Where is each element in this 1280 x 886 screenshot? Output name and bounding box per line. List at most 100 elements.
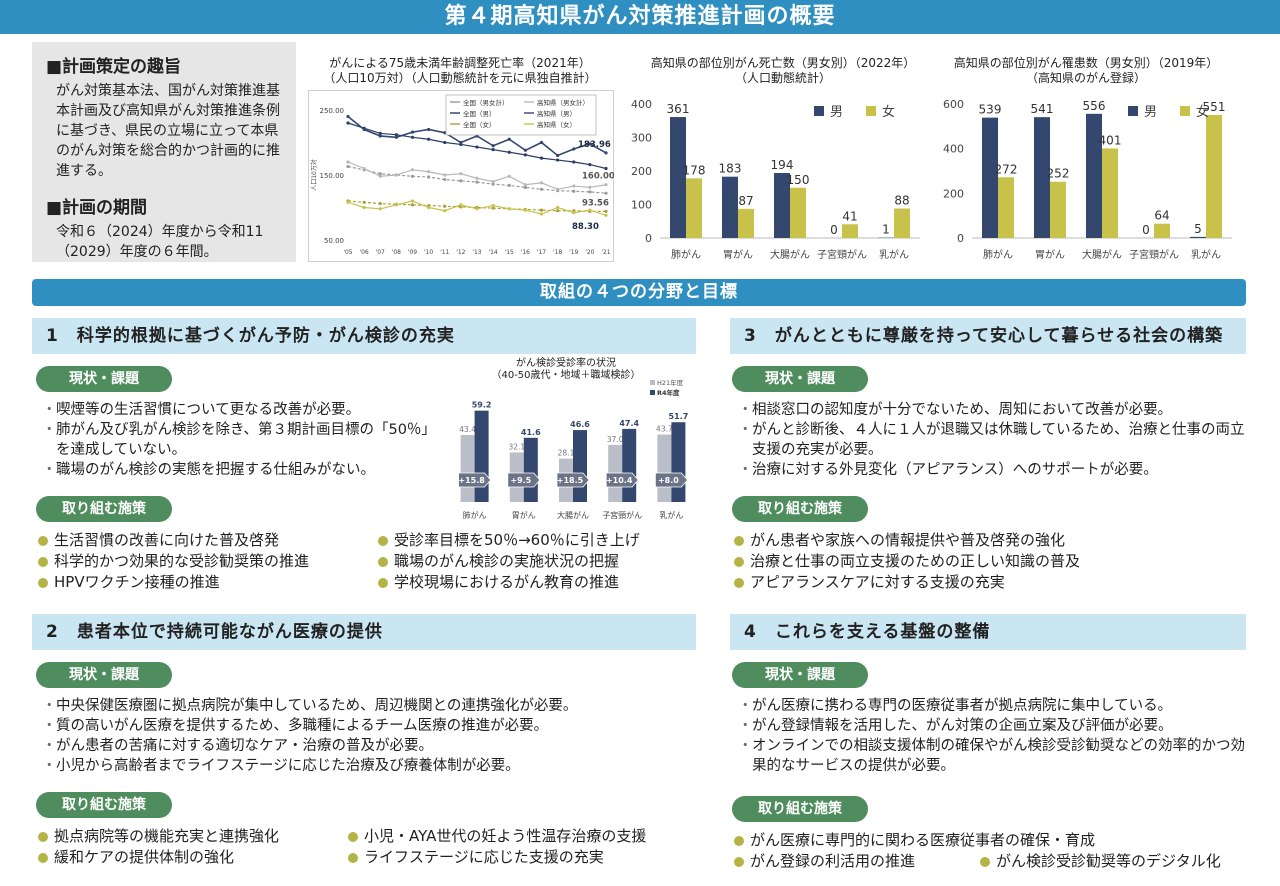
y-tick-label: 250.00 xyxy=(320,107,345,115)
data-point xyxy=(491,203,495,208)
legend-label: 男 xyxy=(1144,105,1157,120)
x-tick-label: '21 xyxy=(601,249,610,256)
legend-box xyxy=(445,94,597,136)
data-point xyxy=(346,200,350,204)
data-point xyxy=(507,174,511,178)
goals-banner: 取組の４つの分野と目標 xyxy=(32,279,1246,306)
x-tick-label: 胃がん xyxy=(723,248,753,261)
x-tick-label: '12 xyxy=(456,249,465,256)
difference-label: +18.5 xyxy=(557,476,584,485)
bar-value-label: 43.4 xyxy=(459,425,476,434)
issue-item: がんと診断後、４人に１人が退職又は休職しているため、治療と仕事の両立支援の充実が… xyxy=(738,420,1250,460)
issue-item: がん医療に携わる専門の医療従事者が拠点病院に集中している。 xyxy=(738,696,1252,716)
legend-swatch xyxy=(1180,106,1190,116)
bar-value-label: 194 xyxy=(771,158,794,172)
x-tick-label: '16 xyxy=(521,249,530,256)
difference-arrow xyxy=(655,472,688,488)
deaths-title-line2: （人口動態統計） xyxy=(734,71,831,85)
y-tick-label: 0 xyxy=(645,232,652,245)
x-tick-label: 乳がん xyxy=(879,248,909,261)
issue-item: 小児から高齢者までライフステージに応じた治療及び療養体制が必要。 xyxy=(42,756,704,776)
bar xyxy=(998,177,1014,238)
data-point xyxy=(394,133,398,137)
y-tick-label: 300 xyxy=(631,132,652,145)
section-2-status-label: 現状・課題 xyxy=(36,662,172,688)
section-1-issues: 喫煙等の生活習慣について更なる改善が必要。 肺がん及び乳がん検診を除き、第３期計… xyxy=(42,400,446,480)
measure-item: HPVワクチン接種の推進 xyxy=(36,572,376,593)
data-point xyxy=(588,163,592,167)
bar xyxy=(982,117,998,238)
difference-arrow xyxy=(605,472,639,488)
x-tick-label: 胃がん xyxy=(1035,248,1065,261)
deaths-title-line1: 高知県の部位別がん死亡数（男女別）（2022年） xyxy=(650,56,916,70)
measure-item: 拠点病院等の機能充実と連携強化 xyxy=(36,826,346,847)
x-tick-label: '07 xyxy=(376,249,385,256)
data-point xyxy=(604,209,608,213)
mortality-line-chart: 人口10万対 50.00 150.00 250.00 '05 '06 '07 '08 '09 '1… xyxy=(308,90,614,262)
bar-value-label: 272 xyxy=(995,162,1018,176)
data-point xyxy=(410,130,415,134)
data-point xyxy=(459,179,463,183)
deaths-chart-title: 高知県の部位別がん死亡数（男女別）（2022年） （人口動態統計） xyxy=(628,56,938,86)
section-1-status-label: 現状・課題 xyxy=(36,366,172,392)
screening-title-line2: （40-50歳代・地域＋職域検診） xyxy=(491,370,641,381)
bar xyxy=(686,178,702,238)
x-tick-label: 乳がん xyxy=(659,510,683,520)
data-point xyxy=(427,175,431,179)
data-point xyxy=(588,208,592,212)
legend-label: R4年度 xyxy=(657,388,680,397)
section-2-heading: 2 患者本位で持続可能ながん医療の提供 xyxy=(32,614,696,650)
section-2-measures-right: 小児・AYA世代の妊よう性温存治療の支援 ライフステージに応じた支援の充実 xyxy=(346,826,706,868)
x-tick-label: 子宮頸がん xyxy=(1129,248,1179,261)
section-2-issues: 中央保健医療圏に拠点病院が集中しているため、周辺機関との連携強化が必要。 質の高… xyxy=(42,696,704,776)
data-point xyxy=(523,148,527,152)
measure-item: 治療と仕事の両立支援のための正しい知識の普及 xyxy=(732,551,1252,572)
bar xyxy=(842,224,858,238)
data-point xyxy=(443,173,447,177)
bar-value-label: 551 xyxy=(1203,100,1226,114)
data-point xyxy=(539,208,544,212)
data-point xyxy=(572,189,576,193)
data-point xyxy=(588,190,592,194)
x-tick-label: '15 xyxy=(505,249,514,256)
bar-value-label: 64 xyxy=(1154,209,1169,223)
data-point xyxy=(346,164,350,169)
data-point xyxy=(491,148,495,152)
data-point xyxy=(378,172,382,176)
incidence-chart-title: 高知県の部位別がん罹患数（男女別）（2019年） （高知県のがん登録） xyxy=(936,56,1236,86)
series-end-label: 93.56 xyxy=(582,199,609,209)
data-point xyxy=(475,180,479,184)
bar xyxy=(573,430,587,502)
data-point xyxy=(443,177,447,182)
mortality-chart-title: がんによる75歳未満年齢調整死亡率（2021年） （人口10万対）（人口動態統計… xyxy=(310,56,610,86)
x-tick-label: 肺がん xyxy=(671,248,701,261)
data-point xyxy=(346,121,350,125)
x-tick-label: 子宮頸がん xyxy=(817,248,867,261)
bar-value-label: 46.6 xyxy=(570,420,590,429)
data-point xyxy=(491,182,495,186)
x-tick-label: 子宮頸がん xyxy=(602,510,642,520)
screening-chart-title: がん検診受診率の状況 （40-50歳代・地域＋職域検診） xyxy=(476,358,656,382)
bar-value-label: 87 xyxy=(738,194,753,208)
bar-value-label: 32.1 xyxy=(508,442,525,451)
measure-item: 学校現場におけるがん教育の推進 xyxy=(376,572,706,593)
data-point xyxy=(362,166,366,171)
x-tick-label: 大腸がん xyxy=(770,248,810,261)
x-tick-label: '13 xyxy=(472,249,481,256)
issue-item: がん患者の苦痛に対する適切なケア・治療の普及が必要。 xyxy=(42,736,704,756)
plan-summary-box: ■計画策定の趣旨 がん対策基本法、国がん対策推進基本計画及び高知県がん対策推進条… xyxy=(32,42,296,262)
measure-item: がん医療に専門的に関わる医療従事者の確保・育成 xyxy=(732,830,1252,851)
issue-item: 肺がん及び乳がん検診を除き、第３期計画目標の「50％」を達成していない。 xyxy=(42,420,446,460)
measure-item: 受診率目標を50％→60％に引き上げ xyxy=(376,530,706,551)
data-point xyxy=(491,144,495,148)
section-1-measures-right: 受診率目標を50％→60％に引き上げ 職場のがん検診の実施状況の把握 学校現場に… xyxy=(376,530,706,593)
data-point xyxy=(410,199,415,203)
measure-item: 生活習慣の改善に向けた普及啓発 xyxy=(36,530,376,551)
issue-item: 喫煙等の生活習慣について更なる改善が必要。 xyxy=(42,400,446,420)
bar-value-label: 556 xyxy=(1083,99,1106,113)
data-point xyxy=(410,174,415,178)
data-point xyxy=(378,131,382,135)
bar-value-label: 37.0 xyxy=(607,435,624,444)
bar-value-label: 28.1 xyxy=(558,449,575,458)
